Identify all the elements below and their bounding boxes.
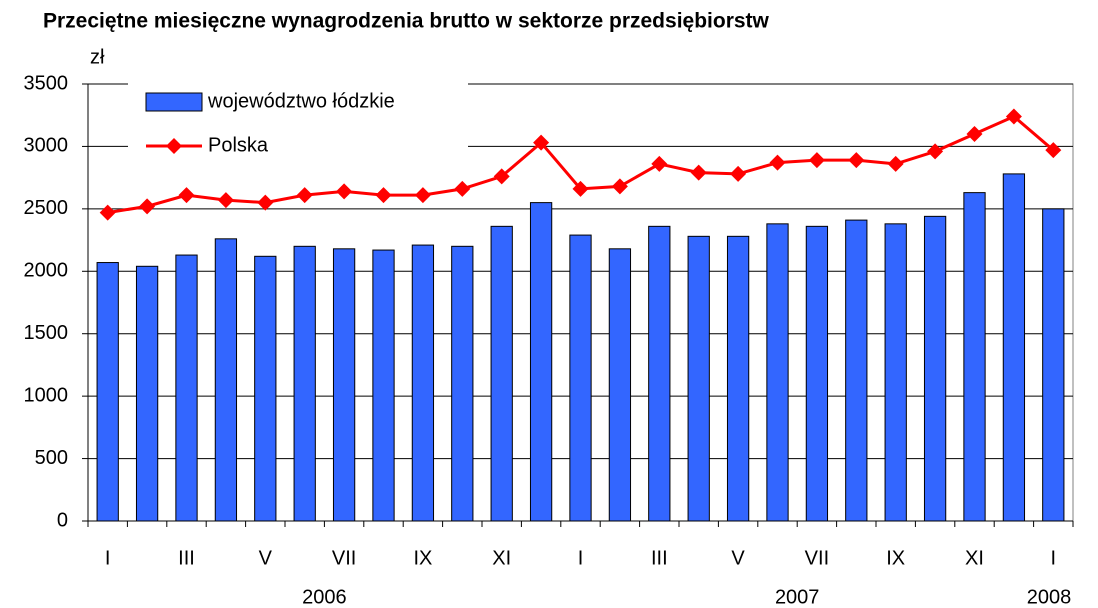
bar <box>1002 173 1026 522</box>
bar <box>845 219 868 522</box>
line-marker <box>533 134 550 151</box>
y-tick-label: 3000 <box>24 135 69 157</box>
legend-label: województwo łódzkie <box>207 90 395 112</box>
line-marker <box>769 154 786 171</box>
y-tick-label: 0 <box>57 509 68 531</box>
y-tick-label: 3500 <box>24 72 69 94</box>
line-marker <box>927 143 944 160</box>
bar <box>490 225 513 522</box>
line-marker <box>730 165 747 182</box>
line-marker <box>217 192 234 209</box>
y-tick-label: 500 <box>35 447 68 469</box>
x-tick-label: V <box>731 547 745 569</box>
bar <box>687 235 710 522</box>
bar <box>648 225 671 522</box>
line-marker <box>296 187 313 204</box>
x-group-label: 2007 <box>775 586 820 608</box>
legend-swatch <box>145 92 203 112</box>
line-marker <box>414 187 431 204</box>
x-tick-label: III <box>651 547 668 569</box>
line-marker <box>1005 108 1022 125</box>
bar <box>805 225 829 522</box>
line-marker <box>887 155 904 172</box>
chart-title: Przeciętne miesięczne wynagrodzenia brut… <box>43 10 770 33</box>
bar <box>569 234 592 522</box>
x-tick-label: IX <box>886 547 905 569</box>
bar <box>411 244 435 522</box>
bar <box>963 192 986 522</box>
bar <box>372 249 395 522</box>
line-marker <box>99 204 116 221</box>
x-tick-label: IX <box>413 547 432 569</box>
bar <box>451 245 474 522</box>
bar <box>884 223 907 522</box>
legend-marker <box>166 138 182 154</box>
bar <box>529 202 553 522</box>
bar <box>766 223 789 522</box>
line-marker <box>257 194 274 211</box>
x-tick-label: VII <box>805 547 829 569</box>
line-marker <box>651 155 668 172</box>
line-marker <box>178 187 195 204</box>
bar <box>293 245 316 522</box>
y-tick-label: 1500 <box>24 322 69 344</box>
bar <box>726 235 750 522</box>
line-marker <box>690 164 707 181</box>
x-group-label: 2006 <box>302 586 347 608</box>
legend-label: Polska <box>208 134 269 156</box>
x-tick-label: V <box>259 547 273 569</box>
line-marker <box>493 168 510 185</box>
x-tick-label: XI <box>492 547 511 569</box>
line-marker <box>454 180 471 197</box>
y-tick-label: 2500 <box>24 197 69 219</box>
x-tick-label: I <box>105 547 111 569</box>
x-tick-label: VII <box>332 547 356 569</box>
x-tick-label: III <box>178 547 195 569</box>
bar <box>214 238 238 522</box>
x-tick-label: I <box>578 547 584 569</box>
line-marker <box>808 152 825 169</box>
line-marker <box>336 183 353 200</box>
bar <box>96 262 119 522</box>
y-tick-label: 2000 <box>24 260 69 282</box>
bar <box>1042 208 1065 522</box>
line-marker <box>139 198 156 215</box>
bar <box>175 254 198 522</box>
bar <box>254 255 277 522</box>
line-marker <box>611 178 628 195</box>
line-marker <box>572 180 589 197</box>
bar <box>608 248 632 522</box>
line-marker <box>966 125 983 142</box>
x-tick-label: XI <box>965 547 984 569</box>
bar <box>923 215 947 522</box>
bar <box>332 248 356 522</box>
line-marker <box>375 187 392 204</box>
x-group-label: 2008 <box>1027 586 1072 608</box>
line-marker <box>1045 142 1062 159</box>
line-marker <box>848 152 865 169</box>
y-tick-label: 1000 <box>24 384 69 406</box>
x-tick-label: I <box>1051 547 1057 569</box>
y-axis-label: zł <box>90 46 105 68</box>
bar <box>135 265 159 522</box>
